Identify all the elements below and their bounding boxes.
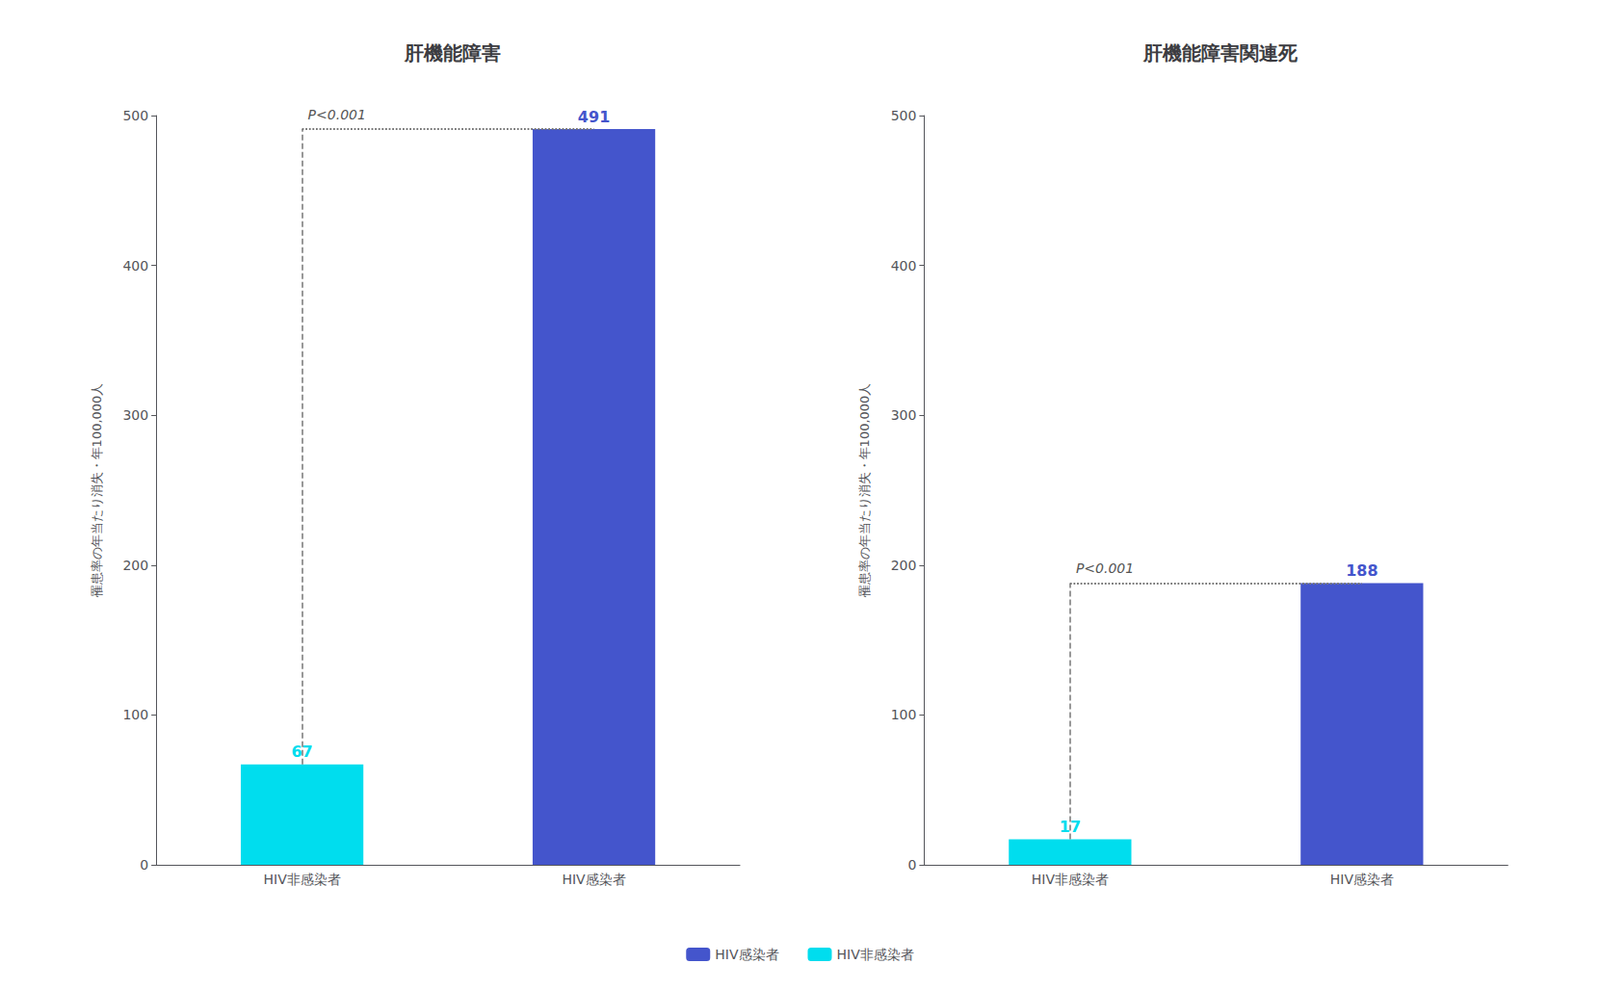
svg-text:肝機能障害: 肝機能障害: [403, 41, 501, 65]
svg-text:HIV非感染者: HIV非感染者: [1031, 871, 1109, 888]
svg-text:P<0.001: P<0.001: [1075, 560, 1134, 577]
svg-text:P<0.001: P<0.001: [308, 106, 367, 123]
svg-text:200: 200: [122, 557, 149, 574]
svg-text:17: 17: [1059, 817, 1081, 837]
svg-text:491: 491: [577, 107, 610, 127]
svg-text:0: 0: [139, 857, 149, 873]
svg-text:188: 188: [1345, 561, 1378, 580]
svg-text:300: 300: [122, 407, 149, 423]
svg-text:HIV非感染者: HIV非感染者: [837, 946, 915, 963]
svg-text:300: 300: [891, 407, 918, 423]
svg-text:100: 100: [891, 707, 918, 723]
svg-text:400: 400: [891, 258, 918, 274]
svg-text:罹患率の年当たり消失・年100,000人: 罹患率の年当たり消失・年100,000人: [857, 383, 872, 600]
svg-text:500: 500: [891, 107, 918, 124]
svg-text:HIV感染者: HIV感染者: [714, 946, 779, 963]
svg-text:67: 67: [291, 742, 313, 762]
svg-text:200: 200: [891, 557, 918, 574]
svg-text:400: 400: [122, 258, 149, 274]
svg-text:0: 0: [907, 857, 917, 873]
svg-text:罹患率の年当たり消失・年100,000人: 罹患率の年当たり消失・年100,000人: [89, 383, 105, 600]
svg-text:500: 500: [122, 107, 149, 124]
svg-text:HIV非感染者: HIV非感染者: [262, 871, 341, 888]
svg-text:HIV感染者: HIV感染者: [561, 871, 626, 888]
svg-text:100: 100: [122, 707, 149, 723]
svg-text:HIV感染者: HIV感染者: [1330, 871, 1394, 888]
svg-text:肝機能障害関連死: 肝機能障害関連死: [1142, 41, 1299, 65]
